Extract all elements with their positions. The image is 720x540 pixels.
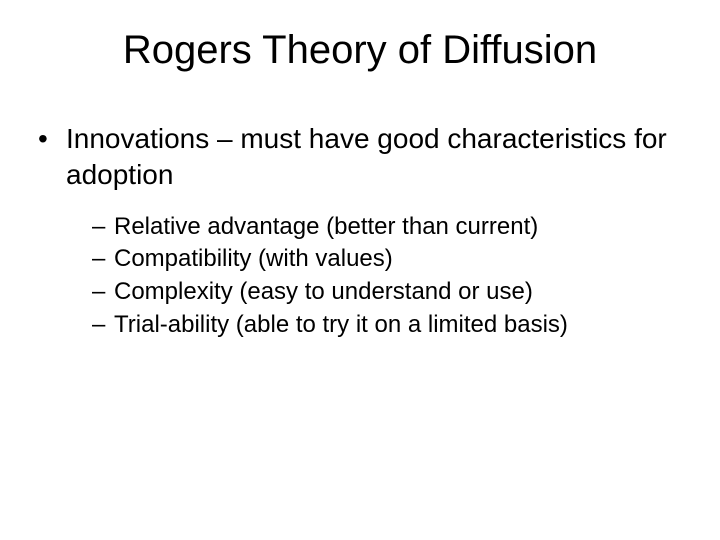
dash-marker: – (92, 276, 114, 309)
bullet-text: Innovations – must have good characteris… (66, 121, 684, 193)
sub-bullet-text: Trial-ability (able to try it on a limit… (114, 309, 684, 342)
sub-bullet-item: – Compatibility (with values) (92, 243, 684, 276)
dash-marker: – (92, 211, 114, 244)
sub-bullet-item: – Complexity (easy to understand or use) (92, 276, 684, 309)
bullet-marker: • (36, 121, 66, 193)
bullet-level1: • Innovations – must have good character… (36, 121, 684, 193)
dash-marker: – (92, 309, 114, 342)
sub-bullet-text: Compatibility (with values) (114, 243, 684, 276)
slide-title: Rogers Theory of Diffusion (0, 28, 720, 73)
sub-bullet-item: – Trial-ability (able to try it on a lim… (92, 309, 684, 342)
dash-marker: – (92, 243, 114, 276)
sub-bullet-text: Relative advantage (better than current) (114, 211, 684, 244)
sub-bullet-group: – Relative advantage (better than curren… (36, 211, 684, 342)
sub-bullet-text: Complexity (easy to understand or use) (114, 276, 684, 309)
slide-content: • Innovations – must have good character… (0, 121, 720, 341)
sub-bullet-item: – Relative advantage (better than curren… (92, 211, 684, 244)
